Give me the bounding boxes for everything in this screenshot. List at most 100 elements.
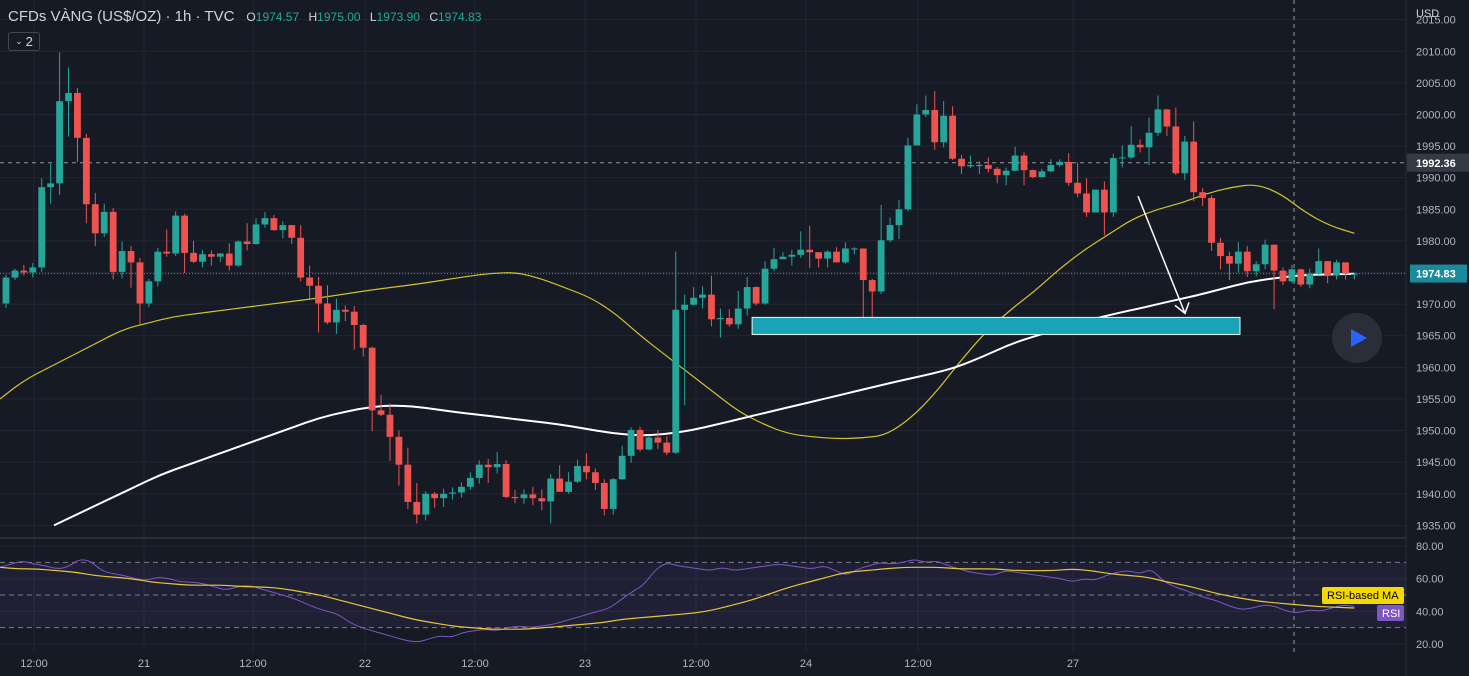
candle-body	[600, 483, 608, 509]
candle-body	[493, 464, 501, 468]
candle-body	[833, 251, 840, 263]
candle-body	[207, 254, 215, 257]
candle-body	[806, 249, 814, 253]
chevron-down-icon: ⌄	[15, 36, 23, 46]
candle-body	[1083, 193, 1090, 213]
candle-body	[2, 277, 10, 304]
candle-body	[993, 168, 1001, 176]
candle-body	[770, 259, 778, 269]
chart-header: CFDs VÀNG (US$/OZ) · 1h · TVC O1974.57 H…	[8, 8, 487, 25]
candle-body	[1342, 262, 1349, 274]
candle-body	[350, 311, 358, 325]
replay-play-button[interactable]	[1332, 313, 1382, 363]
symbol-title[interactable]: CFDs VÀNG (US$/OZ) · 1h · TVC	[8, 8, 235, 25]
price-tick-label: 1940.00	[1416, 489, 1456, 501]
candle-body	[270, 218, 278, 231]
candle-body	[949, 115, 956, 159]
candle-body	[1145, 132, 1153, 148]
candle-body	[761, 268, 769, 304]
time-axis-label: 24	[800, 658, 812, 670]
candle-body	[74, 92, 81, 138]
candle-body	[708, 294, 715, 320]
candle-body	[1127, 144, 1135, 158]
price-tick-label: 1945.00	[1416, 457, 1456, 469]
candle-body	[1074, 182, 1081, 194]
ohlc-close-value: 1974.83	[438, 10, 482, 24]
candle-body	[458, 486, 465, 493]
price-tick-label: 1995.00	[1416, 141, 1456, 153]
candle-body	[377, 410, 385, 415]
candle-body	[288, 225, 296, 238]
candle-body	[341, 309, 349, 312]
candle-body	[743, 287, 751, 309]
candle-body	[466, 477, 474, 487]
candle-body	[1226, 256, 1233, 264]
candle-body	[1351, 273, 1358, 275]
indicators-toggle-button[interactable]: ⌄ 2	[8, 32, 40, 51]
candle-body	[29, 267, 37, 273]
candle-body	[752, 287, 760, 304]
candle-body	[127, 251, 135, 263]
candle-body	[940, 115, 948, 143]
support-resistance-zone	[751, 316, 1241, 335]
candle-body	[1261, 244, 1269, 265]
candle-body	[1243, 251, 1251, 272]
candle-body	[779, 256, 787, 260]
candle-body	[1234, 251, 1242, 264]
candle-body	[850, 248, 858, 250]
candle-body	[1011, 155, 1019, 171]
time-axis-label: 22	[359, 658, 371, 670]
candle-body	[145, 281, 153, 304]
candle-body	[279, 225, 287, 231]
candle-body	[261, 218, 269, 225]
candle-body	[1324, 261, 1332, 276]
candle-body	[734, 308, 742, 325]
candle-body	[324, 303, 331, 323]
candle-body	[1315, 261, 1323, 274]
price-axis-currency: USD	[1416, 8, 1439, 20]
time-axis-label: 21	[138, 658, 150, 670]
price-tick-label: 2010.00	[1416, 46, 1456, 58]
candle-body	[967, 165, 974, 167]
candle-body	[118, 251, 126, 272]
candle-body	[225, 253, 233, 266]
candle-body	[913, 114, 921, 146]
price-tick-label: 1960.00	[1416, 362, 1456, 374]
price-tick-label: 1980.00	[1416, 236, 1456, 248]
candle-body	[511, 496, 519, 499]
candle-body	[11, 270, 19, 278]
candle-body	[440, 493, 447, 499]
time-axis-label: 23	[579, 658, 591, 670]
candle-body	[654, 437, 662, 443]
candle-body	[422, 493, 430, 515]
ohlc-open-value: 1974.57	[255, 10, 300, 24]
candle-body	[591, 472, 599, 484]
ma-slow-line	[53, 272, 1355, 527]
candle-body	[583, 465, 590, 473]
candle-body	[886, 225, 894, 241]
price-tick-label: 1950.00	[1416, 426, 1456, 438]
candle-body	[252, 224, 260, 245]
rsi-line	[0, 559, 1355, 643]
rsi-tick-label: 20.00	[1416, 639, 1444, 651]
candle-body	[315, 285, 322, 304]
candle-body	[404, 464, 412, 502]
candle-body	[484, 464, 492, 468]
candle-body	[91, 204, 99, 234]
candle-body	[181, 215, 188, 253]
candle-body	[368, 347, 376, 411]
candle-body	[1172, 126, 1180, 174]
candle-body	[877, 240, 885, 292]
candle-body	[395, 436, 403, 465]
candle-body	[1333, 262, 1340, 276]
candles-group	[2, 52, 1358, 524]
candle-body	[788, 254, 796, 257]
rsi-tag-label: RSI	[1382, 608, 1400, 620]
candle-body	[627, 429, 635, 456]
candle-body	[1100, 189, 1108, 213]
ohlc-low-key: L	[369, 10, 377, 24]
ohlc-high-key: H	[308, 10, 318, 24]
candle-body	[1288, 269, 1296, 282]
